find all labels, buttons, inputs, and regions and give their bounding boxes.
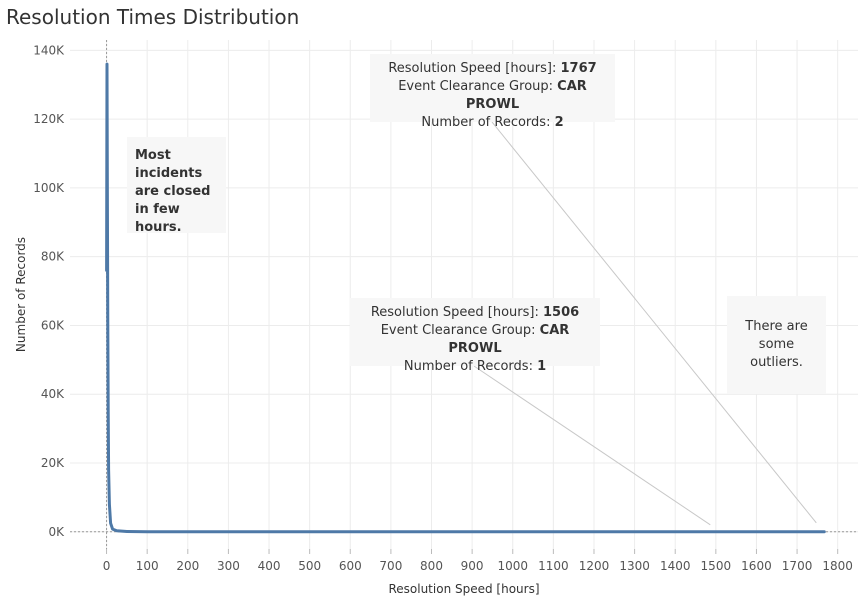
tooltip-records-value: 2: [554, 115, 564, 130]
tooltip-group-value: CAR PROWL: [448, 323, 570, 356]
x-tick-label: 300: [217, 559, 240, 573]
x-tick-label: 1600: [741, 559, 772, 573]
x-tick-label: 100: [136, 559, 159, 573]
x-tick-label: 1200: [579, 559, 610, 573]
x-tick-label: 800: [420, 559, 443, 573]
tooltip-group-value: CAR PROWL: [465, 79, 587, 112]
tooltip-speed-label: Resolution Speed [hours]:: [388, 61, 557, 76]
tooltip-records-value: 1: [537, 359, 547, 374]
tooltip-1506-connector: [473, 365, 711, 526]
x-axis-ticks: 0 100 200 300 400 500 600 700 800 900 1000 1100 1200…: [103, 549, 853, 573]
x-tick-label: 1700: [782, 559, 813, 573]
y-tick-label: 100K: [33, 181, 65, 195]
tooltip-group-label: Event Clearance Group:: [380, 323, 536, 338]
tooltip-speed-label: Resolution Speed [hours]:: [370, 305, 539, 320]
tooltip-1506: Resolution Speed [hours]: 1506 Event Cle…: [350, 298, 600, 374]
chart-title: Resolution Times Distribution: [6, 5, 300, 29]
x-axis-title: Resolution Speed [hours]: [388, 582, 539, 596]
x-tick-label: 500: [298, 559, 321, 573]
annotation-outliers: There are some outliers.: [727, 296, 826, 394]
y-tick-label: 140K: [33, 43, 65, 57]
series-line: [105, 62, 826, 534]
x-tick-label: 400: [258, 559, 281, 573]
x-tick-label: 1000: [497, 559, 528, 573]
y-tick-label: 120K: [33, 112, 65, 126]
x-tick-label: 900: [461, 559, 484, 573]
y-tick-label: 0K: [48, 525, 65, 539]
y-axis-ticks: 0K 20K 40K 60K 80K 100K 120K 140K: [33, 43, 65, 538]
x-tick-label: 1300: [619, 559, 650, 573]
annotation-connectors: [473, 121, 817, 526]
tooltip-records-row: Number of Records: 1: [360, 358, 590, 376]
tooltip-speed-value: 1767: [560, 61, 597, 76]
tooltip-1767: Resolution Speed [hours]: 1767 Event Cle…: [370, 54, 615, 130]
series-line-path: [105, 62, 826, 534]
tooltip-group-label: Event Clearance Group:: [398, 79, 554, 94]
x-tick-label: 200: [176, 559, 199, 573]
tooltip-group-row: Event Clearance Group: CAR PROWL: [380, 78, 605, 114]
x-tick-label: 600: [339, 559, 362, 573]
y-tick-label: 60K: [41, 318, 65, 332]
annotation-most-incidents: Most incidents are closed in few hours.: [127, 137, 226, 235]
x-tick-label: 1500: [701, 559, 732, 573]
tooltip-records-label: Number of Records:: [403, 359, 533, 374]
y-tick-label: 80K: [41, 250, 65, 264]
y-tick-label: 40K: [41, 387, 65, 401]
x-tick-label: 1100: [538, 559, 569, 573]
x-tick-label: 0: [103, 559, 111, 573]
y-axis-title: Number of Records: [14, 237, 28, 352]
tooltip-records-label: Number of Records:: [421, 115, 551, 130]
tooltip-records-row: Number of Records: 2: [380, 114, 605, 132]
tooltip-speed-row: Resolution Speed [hours]: 1506: [360, 304, 590, 322]
x-tick-label: 1800: [822, 559, 853, 573]
tooltip-speed-value: 1506: [542, 305, 580, 320]
tooltip-1767-connector: [491, 121, 817, 524]
x-tick-label: 1400: [660, 559, 691, 573]
tooltip-speed-row: Resolution Speed [hours]: 1767: [380, 60, 605, 78]
x-tick-label: 700: [379, 559, 402, 573]
y-tick-label: 20K: [41, 456, 65, 470]
tooltip-group-row: Event Clearance Group: CAR PROWL: [360, 322, 590, 358]
